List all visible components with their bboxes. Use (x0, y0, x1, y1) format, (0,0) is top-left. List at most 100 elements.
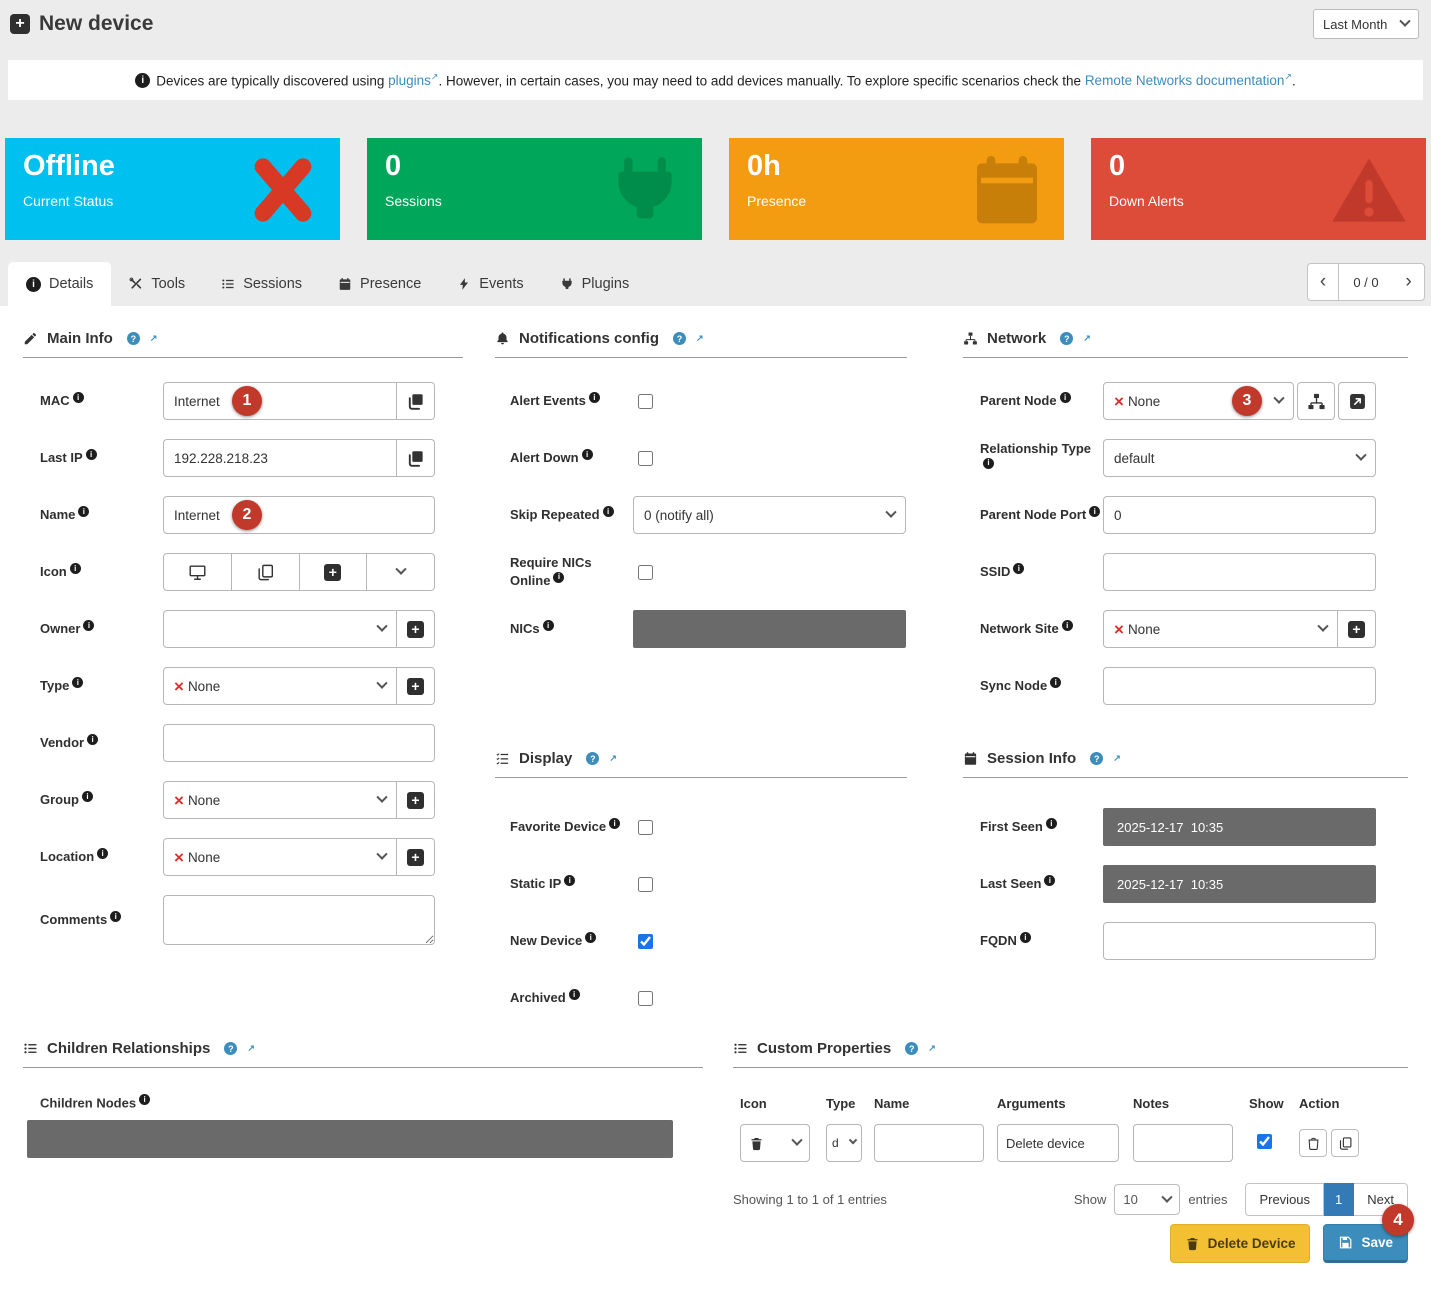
new-device-checkbox[interactable] (638, 933, 653, 949)
require-nics-checkbox[interactable] (638, 564, 653, 580)
add-group-button[interactable]: + (397, 781, 435, 819)
next-device-button[interactable]: › (1393, 263, 1425, 301)
help-icon[interactable] (224, 1042, 238, 1055)
icon-copy-button[interactable] (231, 553, 300, 591)
info-icon (1013, 563, 1025, 575)
add-type-button[interactable]: + (397, 667, 435, 705)
delete-property-button[interactable] (1299, 1129, 1327, 1157)
generate-mac-button[interactable] (397, 382, 435, 420)
section-title: Main Info (47, 330, 113, 347)
chevron-down-icon (394, 563, 407, 575)
external-link-icon: ↗ (247, 1043, 255, 1053)
add-location-button[interactable]: + (397, 838, 435, 876)
prev-device-button[interactable]: ‹ (1307, 263, 1339, 301)
alert-events-checkbox[interactable] (638, 393, 653, 409)
archived-checkbox[interactable] (638, 990, 653, 1006)
delete-device-button[interactable]: Delete Device (1169, 1224, 1311, 1263)
copy-ip-button[interactable] (397, 439, 435, 477)
static-ip-checkbox[interactable] (638, 876, 653, 892)
skip-repeated-select[interactable]: 0 (notify all) (633, 496, 906, 534)
property-arguments-input[interactable] (997, 1124, 1119, 1162)
sync-node-input[interactable] (1103, 667, 1376, 705)
bolt-icon (460, 278, 469, 290)
card-down-alerts[interactable]: 0 Down Alerts (1091, 138, 1426, 240)
tab-sessions[interactable]: Sessions (203, 262, 320, 306)
external-open-icon (1349, 393, 1365, 409)
info-icon (1044, 875, 1056, 887)
info-icon (1089, 506, 1101, 518)
entries-label: entries (1188, 1192, 1228, 1207)
network-site-select[interactable]: × None (1103, 610, 1338, 648)
x-icon (254, 158, 312, 222)
property-icon-select[interactable] (740, 1124, 810, 1162)
parent-node-select[interactable]: × None (1103, 382, 1294, 420)
favorite-device-checkbox[interactable] (638, 819, 653, 835)
card-label: Presence (747, 192, 807, 209)
period-select[interactable]: Last Month (1313, 9, 1419, 39)
vendor-input[interactable] (163, 724, 435, 762)
chevron-down-icon (791, 1134, 803, 1146)
external-link-icon: ↗ (696, 333, 704, 343)
tab-details[interactable]: Details (8, 262, 112, 306)
mac-input[interactable] (163, 382, 397, 420)
name-input[interactable] (163, 496, 435, 534)
alert-down-label: Alert Down (510, 450, 579, 466)
display-section: Display ↗ Favorite Device Static IP New … (495, 750, 907, 1017)
info-icon (983, 457, 994, 469)
favorite-device-label: Favorite Device (510, 819, 607, 835)
notifications-section: Notifications config ↗ Alert Events Aler… (495, 330, 907, 750)
help-icon[interactable] (586, 752, 600, 765)
parent-node-port-input[interactable] (1103, 496, 1376, 534)
page-size-select[interactable]: 10 (1114, 1184, 1181, 1215)
help-icon[interactable] (1060, 332, 1074, 345)
property-name-input[interactable] (874, 1124, 984, 1162)
type-select[interactable]: × None (163, 667, 397, 705)
page-1-button[interactable]: 1 (1324, 1183, 1355, 1216)
tab-plugins[interactable]: Plugins (542, 262, 648, 306)
main-info-section: Main Info ↗ MAC 1 Last IP (23, 330, 463, 1032)
network-tree-button[interactable] (1297, 382, 1335, 420)
chevron-down-icon (1161, 1191, 1174, 1203)
location-select[interactable]: × None (163, 838, 397, 876)
property-type-select[interactable]: d (826, 1124, 862, 1162)
relationship-type-label: Relationship Type (980, 441, 1091, 457)
group-select[interactable]: × None (163, 781, 397, 819)
previous-page-button[interactable]: Previous (1245, 1183, 1325, 1216)
static-ip-label: Static IP (510, 876, 562, 892)
help-icon[interactable] (673, 332, 686, 345)
card-current-status[interactable]: Offline Current Status (5, 138, 340, 240)
card-sessions[interactable]: 0 Sessions (367, 138, 702, 240)
owner-select[interactable] (163, 610, 397, 648)
info-icon (542, 620, 554, 632)
session-info-section: Session Info ↗ First Seen 2025-12-17 10:… (963, 750, 1408, 960)
fqdn-input[interactable] (1103, 922, 1376, 960)
icon-preview-button[interactable] (163, 553, 232, 591)
annotation-badge-2: 2 (232, 500, 262, 530)
section-title: Display (519, 750, 573, 767)
group-select-value: None (187, 792, 221, 808)
relationship-type-select[interactable]: default (1103, 439, 1376, 477)
tab-tools[interactable]: Tools (111, 262, 203, 306)
open-parent-button[interactable] (1338, 382, 1376, 420)
comments-textarea[interactable] (163, 895, 435, 945)
help-icon[interactable] (905, 1042, 919, 1055)
card-presence[interactable]: 0h Presence (729, 138, 1064, 240)
remote-networks-docs-link[interactable]: Remote Networks documentation↗ (1084, 71, 1292, 89)
help-icon[interactable] (1090, 752, 1104, 765)
plus-icon: + (1348, 620, 1365, 638)
property-notes-input[interactable] (1133, 1124, 1233, 1162)
tab-events[interactable]: Events (439, 262, 541, 306)
duplicate-property-button[interactable] (1331, 1129, 1359, 1157)
add-network-site-button[interactable]: + (1338, 610, 1376, 648)
add-owner-button[interactable]: + (397, 610, 435, 648)
plugins-link[interactable]: plugins↗ (388, 71, 439, 89)
chevron-down-icon (376, 677, 388, 689)
last-ip-input[interactable] (163, 439, 397, 477)
property-show-checkbox[interactable] (1257, 1134, 1272, 1149)
icon-add-button[interactable]: + (299, 553, 368, 591)
alert-down-checkbox[interactable] (638, 450, 653, 466)
ssid-input[interactable] (1103, 553, 1376, 591)
help-icon[interactable] (126, 332, 140, 345)
tab-presence[interactable]: Presence (320, 262, 439, 306)
icon-select-button[interactable] (367, 553, 435, 591)
